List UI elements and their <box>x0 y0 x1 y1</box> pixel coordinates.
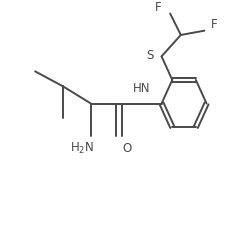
Text: O: O <box>123 142 132 155</box>
Text: S: S <box>146 49 154 62</box>
Text: HN: HN <box>132 82 150 95</box>
Text: F: F <box>155 1 162 14</box>
Text: F: F <box>211 18 217 31</box>
Text: H$_2$N: H$_2$N <box>70 141 94 156</box>
